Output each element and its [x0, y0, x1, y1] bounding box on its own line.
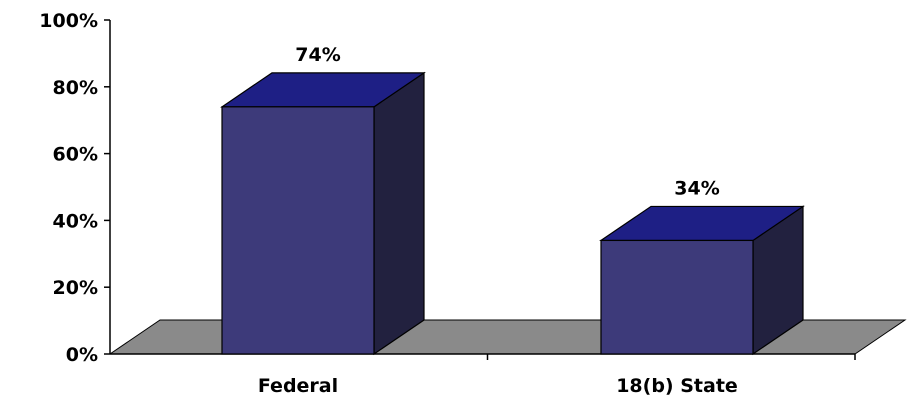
bar-18-b-state	[599, 205, 805, 356]
y-tick-label: 40%	[53, 210, 98, 232]
x-category-label: Federal	[258, 375, 338, 397]
y-tick-label: 80%	[53, 77, 98, 99]
y-tick-label: 20%	[53, 277, 98, 299]
bar-front-face	[600, 239, 754, 355]
data-label: 74%	[295, 44, 340, 66]
y-tick-label: 60%	[53, 144, 98, 166]
bar-front-face	[221, 106, 375, 355]
bar-federal	[220, 71, 426, 356]
data-label: 34%	[674, 177, 719, 199]
y-tick-label: 0%	[66, 344, 98, 366]
y-tick-label: 100%	[39, 10, 98, 32]
x-category-label: 18(b) State	[616, 375, 738, 397]
bar-side-face	[373, 71, 425, 356]
